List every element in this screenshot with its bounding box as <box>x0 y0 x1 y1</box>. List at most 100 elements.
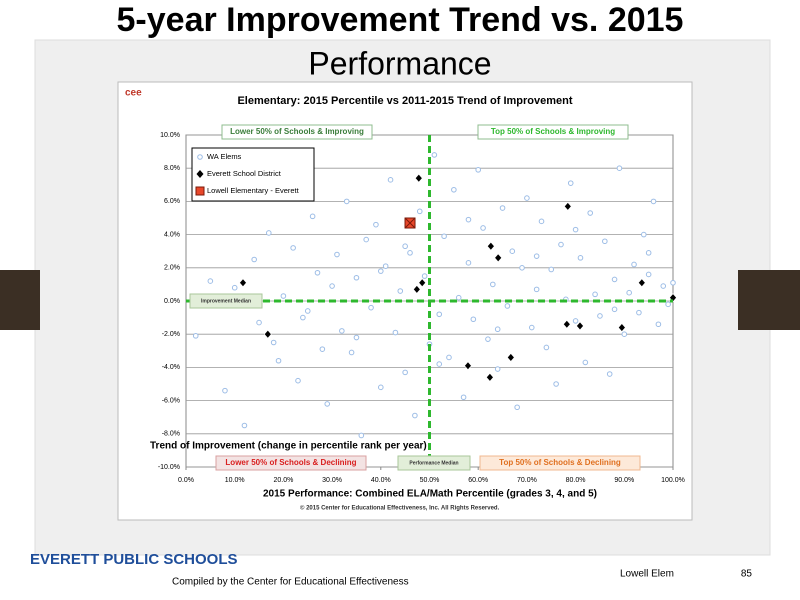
slide-title: 5-year Improvement Trend vs. 2015 <box>117 1 684 39</box>
left-tab <box>0 270 40 330</box>
wa-point <box>373 221 379 228</box>
wa-point <box>655 321 662 328</box>
wa-point <box>407 250 413 256</box>
district-point <box>562 319 571 329</box>
x-tick-label: 0.0% <box>178 477 194 484</box>
wa-point <box>528 324 535 331</box>
wa-point <box>645 250 652 256</box>
y-tick-label: 0.0% <box>164 298 180 305</box>
district-point <box>576 321 584 331</box>
wa-point <box>300 314 306 321</box>
district-logo: EVERETT PUBLIC SCHOOLS <box>30 551 238 568</box>
y-tick-label: 6.0% <box>164 198 180 205</box>
wa-point <box>460 394 467 401</box>
slide-title: Performance <box>308 45 491 81</box>
y-tick-label: 10.0% <box>160 132 180 139</box>
wa-point <box>397 288 404 294</box>
wa-point <box>324 401 331 407</box>
wa-point <box>334 251 340 258</box>
annotation: © 2015 Center for Educational Effectiven… <box>300 505 500 512</box>
school-name: Lowell Elem <box>620 569 674 580</box>
wa-point <box>431 152 438 158</box>
district-point <box>414 173 423 183</box>
district-point <box>485 372 494 382</box>
legend-marker <box>197 154 203 160</box>
wa-point <box>650 198 657 205</box>
wa-point <box>577 255 584 261</box>
wa-point <box>256 319 262 326</box>
wa-point <box>519 265 525 271</box>
wa-point <box>309 213 316 220</box>
wa-point <box>412 412 418 419</box>
x-tick-label: 70.0% <box>517 477 537 484</box>
wa-point <box>504 303 511 309</box>
annotation: Lower 50% of Schools & Declining <box>225 458 356 467</box>
y-tick-label: -4.0% <box>162 364 180 371</box>
district-point <box>617 323 626 333</box>
district-point <box>412 284 421 294</box>
district-point <box>637 278 646 288</box>
wa-point <box>480 225 486 231</box>
wa-point <box>451 186 457 193</box>
x-tick-label: 30.0% <box>322 477 342 484</box>
wa-point <box>670 279 676 286</box>
wa-point <box>533 286 540 293</box>
wa-point <box>329 283 335 289</box>
wa-point <box>363 236 369 243</box>
wa-point <box>265 230 272 236</box>
wa-point <box>494 366 501 372</box>
wa-point <box>304 308 311 314</box>
wa-point <box>606 371 613 377</box>
wa-point <box>270 339 277 346</box>
wa-point <box>543 344 550 351</box>
footer: Compiled by the Center for Educational E… <box>172 577 409 588</box>
x-tick-label: 20.0% <box>273 477 293 484</box>
wa-point <box>295 377 301 384</box>
cee-logo: cee <box>125 88 142 99</box>
wa-point <box>192 333 199 339</box>
wa-point <box>572 226 579 233</box>
wa-point <box>616 165 623 171</box>
legend-label: Everett School District <box>207 169 282 178</box>
wa-point <box>275 357 282 364</box>
wa-point <box>572 318 579 324</box>
wa-point <box>587 210 594 216</box>
wa-point <box>494 326 501 333</box>
wa-point <box>416 208 423 215</box>
wa-point <box>567 180 574 186</box>
x-axis-label: 2015 Performance: Combined ELA/Math Perc… <box>263 489 597 500</box>
wa-point <box>485 336 491 342</box>
y-tick-label: -8.0% <box>162 431 180 438</box>
wa-point <box>548 266 555 273</box>
x-tick-label: 40.0% <box>371 477 391 484</box>
annotation: Top 50% of Schools & Improving <box>491 127 615 136</box>
wa-point <box>382 263 389 269</box>
wa-point <box>553 381 559 387</box>
wa-point <box>387 177 394 183</box>
wa-point <box>465 260 472 266</box>
y-tick-label: -6.0% <box>162 397 180 404</box>
wa-point <box>597 313 603 319</box>
wa-point <box>455 294 462 301</box>
wa-point <box>231 284 238 291</box>
district-point <box>486 241 495 251</box>
wa-point <box>378 268 384 274</box>
annotation: Performance Median <box>409 460 458 466</box>
wa-point <box>339 328 345 334</box>
wa-point <box>514 404 520 411</box>
school-point <box>404 217 416 229</box>
wa-point <box>241 422 248 429</box>
wa-point <box>465 216 472 223</box>
wa-point <box>446 354 452 361</box>
wa-point <box>611 306 618 313</box>
wa-point <box>621 331 628 338</box>
legend-box <box>191 147 315 202</box>
district-point <box>506 352 515 362</box>
wa-point <box>368 304 374 311</box>
wa-point <box>626 289 632 296</box>
district-point <box>418 278 427 288</box>
wa-point <box>392 329 399 336</box>
annotation: Top 50% of Schools & Declining <box>499 458 621 467</box>
wa-point <box>582 359 589 366</box>
